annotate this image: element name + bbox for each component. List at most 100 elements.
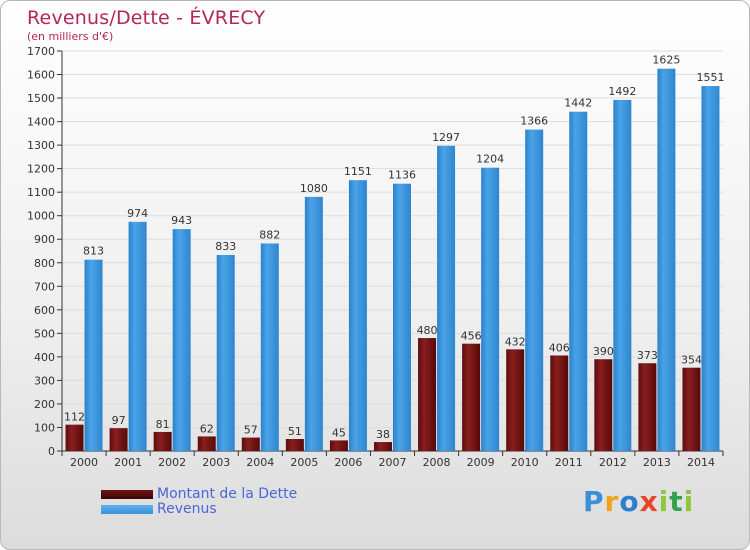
y-tick-label: 1400: [27, 116, 55, 129]
data-label-dette: 81: [156, 418, 170, 431]
proxiti-logo: Proxiti: [583, 485, 695, 518]
bar-dette: [329, 440, 348, 451]
bar-revenus: [304, 196, 323, 451]
data-label-revenus: 1442: [564, 97, 592, 110]
data-label-revenus: 1080: [300, 182, 328, 195]
data-label-revenus: 943: [171, 214, 192, 227]
bar-dette: [506, 349, 525, 451]
data-label-dette: 57: [244, 424, 258, 437]
y-tick-label: 1500: [27, 92, 55, 105]
data-label-revenus: 813: [83, 245, 104, 258]
y-tick-label: 1000: [27, 210, 55, 223]
data-label-dette: 38: [376, 428, 390, 441]
bar-revenus: [393, 183, 411, 452]
bar-revenus: [657, 68, 676, 451]
y-tick-label: 200: [34, 398, 55, 411]
legend-item-dette: Montant de la Dette: [101, 487, 297, 502]
x-tick-label: 2005: [290, 456, 318, 469]
bar-revenus: [525, 129, 544, 451]
data-label-dette: 354: [681, 354, 702, 367]
bar-dette: [109, 428, 128, 451]
bar-dette: [462, 343, 481, 451]
x-tick-label: 2000: [70, 456, 98, 469]
y-tick-label: 300: [34, 374, 55, 387]
bar-dette: [153, 431, 172, 451]
data-label-dette: 45: [332, 426, 346, 439]
x-tick-label: 2010: [511, 456, 539, 469]
x-tick-label: 2003: [202, 456, 230, 469]
data-label-dette: 51: [288, 425, 302, 438]
y-tick-label: 400: [34, 351, 55, 364]
bar-revenus: [260, 243, 279, 451]
x-tick-label: 2008: [423, 456, 451, 469]
data-label-dette: 97: [112, 414, 126, 427]
x-tick-label: 2011: [555, 456, 583, 469]
x-tick-label: 2013: [643, 456, 671, 469]
bar-dette: [65, 424, 84, 451]
data-label-dette: 62: [200, 422, 214, 435]
data-label-revenus: 974: [127, 207, 148, 220]
data-label-revenus: 1136: [388, 169, 416, 182]
x-tick-label: 2009: [467, 456, 495, 469]
x-tick-label: 2001: [114, 456, 142, 469]
data-label-revenus: 1492: [608, 85, 636, 98]
legend-item-revenus: Revenus: [101, 502, 297, 517]
chart-title: Revenus/Dette - ÉVRECY: [27, 7, 266, 29]
data-label-revenus: 1204: [476, 153, 504, 166]
bar-dette: [197, 436, 216, 451]
y-tick-label: 600: [34, 304, 55, 317]
y-tick-label: 1100: [27, 186, 55, 199]
bar-revenus: [701, 86, 720, 451]
y-tick-label: 1300: [27, 139, 55, 152]
bar-dette: [241, 437, 260, 451]
data-label-revenus: 833: [215, 240, 236, 253]
data-label-dette: 112: [64, 411, 85, 424]
legend-label-dette: Montant de la Dette: [157, 486, 298, 502]
bar-dette: [374, 442, 392, 451]
data-label-revenus: 1551: [696, 71, 724, 84]
data-label-dette: 406: [549, 341, 570, 354]
data-label-dette: 390: [593, 345, 614, 358]
bar-revenus: [172, 229, 191, 451]
data-label-revenus: 1625: [652, 54, 680, 67]
data-label-dette: 432: [505, 335, 526, 348]
bar-revenus: [128, 221, 147, 451]
data-label-dette: 373: [637, 349, 658, 362]
legend: Montant de la Dette Revenus: [101, 487, 297, 517]
data-label-dette: 480: [417, 324, 438, 337]
y-tick-label: 100: [34, 421, 55, 434]
bar-dette: [594, 359, 613, 451]
bar-dette: [638, 363, 657, 451]
bar-revenus: [481, 167, 500, 452]
data-label-dette: 456: [461, 330, 482, 343]
legend-label-revenus: Revenus: [157, 501, 217, 517]
data-label-revenus: 882: [259, 228, 280, 241]
bar-revenus: [348, 180, 367, 452]
x-tick-label: 2006: [334, 456, 362, 469]
data-label-revenus: 1297: [432, 131, 460, 144]
bar-dette: [285, 439, 304, 451]
y-tick-label: 1700: [27, 45, 55, 58]
bar-dette: [550, 355, 569, 451]
bar-revenus: [569, 111, 588, 452]
y-tick-label: 800: [34, 257, 55, 270]
y-tick-label: 500: [34, 327, 55, 340]
x-tick-label: 2002: [158, 456, 186, 469]
chart-subtitle: (en milliers d'€): [27, 30, 114, 43]
bar-revenus: [84, 259, 103, 451]
legend-swatch-revenus: [101, 505, 153, 514]
legend-swatch-dette: [101, 490, 153, 499]
y-tick-label: 1200: [27, 163, 55, 176]
x-tick-label: 2007: [379, 456, 407, 469]
x-tick-label: 2004: [246, 456, 274, 469]
bar-revenus: [437, 145, 456, 451]
y-tick-label: 700: [34, 280, 55, 293]
bar-revenus: [613, 99, 632, 452]
bar-revenus: [216, 255, 235, 451]
y-tick-label: 0: [48, 445, 55, 458]
y-tick-label: 900: [34, 233, 55, 246]
data-label-revenus: 1151: [344, 165, 372, 178]
data-label-revenus: 1366: [520, 115, 548, 128]
bar-dette: [418, 338, 437, 451]
